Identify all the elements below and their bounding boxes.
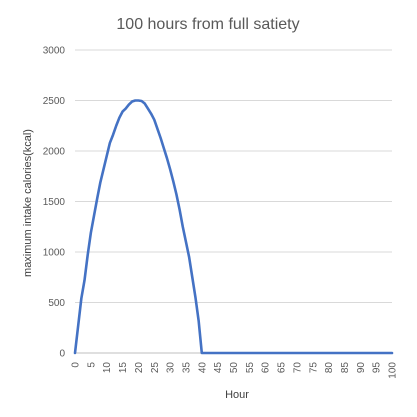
y-tick-label: 1000 [43, 248, 66, 259]
series-lines [73, 99, 394, 355]
x-tick-label: 70 [292, 362, 303, 374]
x-tick-label: 90 [356, 362, 367, 374]
y-tick-label: 500 [48, 298, 65, 309]
y-tick-label: 2000 [43, 147, 66, 158]
y-tick-label: 1500 [43, 197, 66, 208]
y-tick-label: 3000 [43, 46, 66, 57]
y-tick-label: 0 [59, 349, 65, 360]
x-tick-label: 85 [340, 362, 351, 374]
x-tick-label: 55 [245, 362, 256, 374]
x-tick-label: 20 [134, 362, 145, 374]
x-tick-label: 65 [277, 362, 288, 374]
x-tick-label: 95 [372, 362, 383, 374]
x-axis-label: Hour [225, 389, 249, 401]
series-line-0 [73, 99, 394, 355]
x-tick-label: 40 [197, 362, 208, 374]
x-tick-label: 100 [388, 362, 399, 379]
x-tick-label: 25 [150, 362, 161, 374]
x-tick-label: 60 [261, 362, 272, 374]
x-tick-labels: 0 5 10 15 20 25 30 35 40 45 50 55 60 65 70 75 80 85 90 95 10… [71, 362, 399, 379]
x-tick-label: 10 [102, 362, 113, 374]
x-tick-label: 5 [86, 362, 97, 368]
x-tick-label: 45 [213, 362, 224, 374]
x-tick-label: 75 [308, 362, 319, 374]
x-tick-label: 35 [181, 362, 192, 374]
y-axis-label: maximum intake calories(kcal) [22, 129, 34, 277]
y-tick-label: 2500 [43, 96, 66, 107]
x-tick-label: 50 [229, 362, 240, 374]
x-tick-label: 80 [324, 362, 335, 374]
gridlines [75, 49, 392, 303]
chart-title: 100 hours from full satiety [116, 16, 299, 33]
x-tick-label: 0 [71, 362, 82, 368]
x-tick-label: 30 [166, 362, 177, 374]
y-tick-labels: 0 500 1000 1500 2000 2500 3000 [43, 46, 66, 360]
x-tick-label: 15 [118, 362, 129, 374]
